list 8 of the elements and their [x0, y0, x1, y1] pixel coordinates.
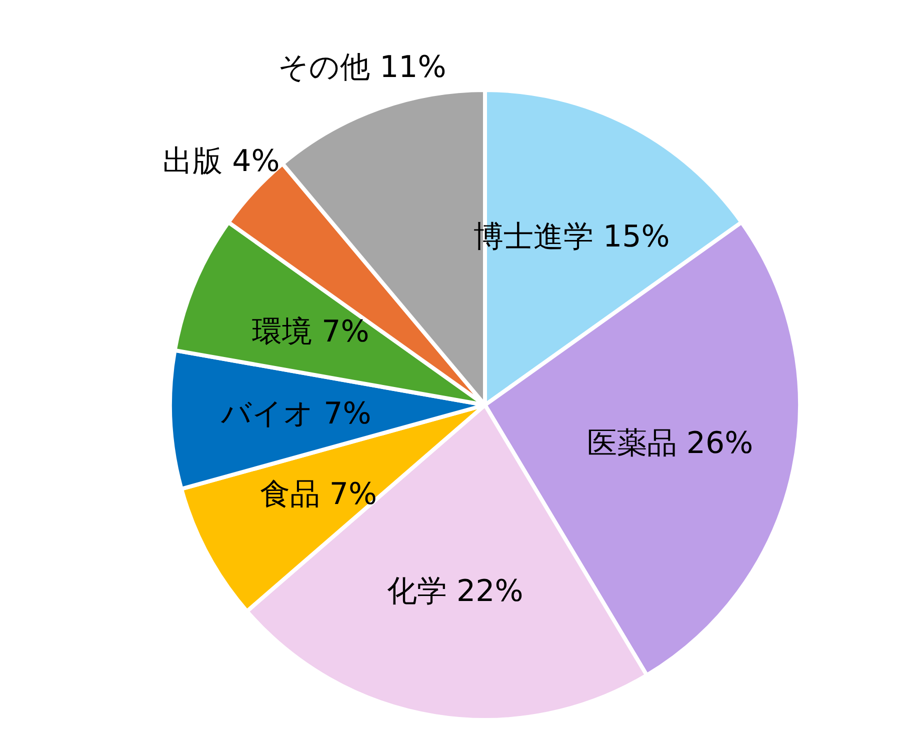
- slice-label: 食品 7%: [260, 476, 377, 512]
- slice-label: 化学 22%: [387, 574, 524, 610]
- slice-label: 医薬品 26%: [586, 426, 754, 462]
- slice-label: 出版 4%: [162, 144, 280, 179]
- slice-label: 環境 7%: [252, 314, 370, 350]
- slice-label: その他 11%: [278, 50, 446, 86]
- slice-label: バイオ 7%: [220, 396, 372, 432]
- slice-label: 博士進学 15%: [473, 220, 670, 255]
